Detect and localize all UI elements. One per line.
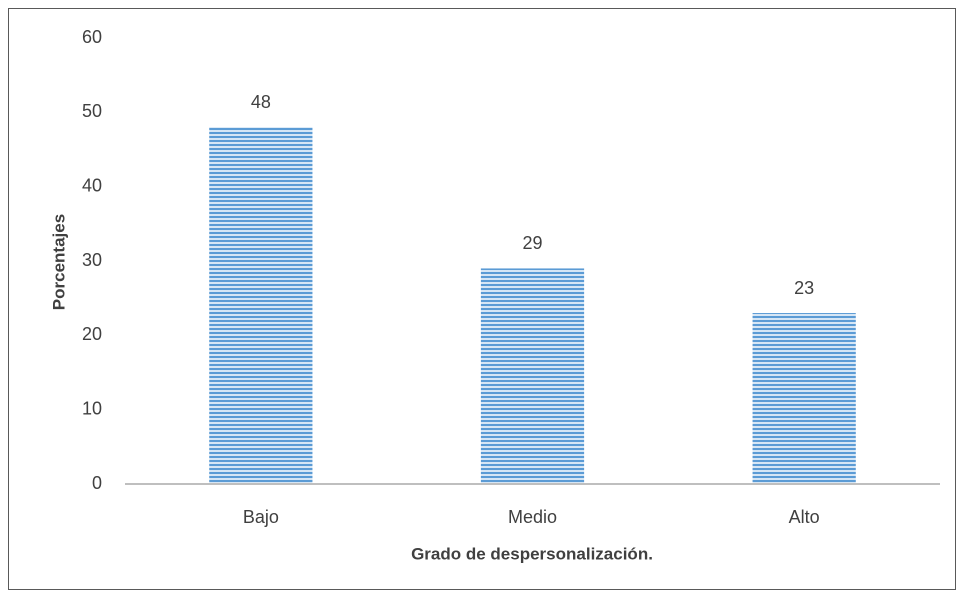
y-tick-label: 50 [82, 101, 102, 121]
y-tick-label: 40 [82, 175, 102, 195]
y-axis-title: Porcentajes [49, 214, 68, 310]
y-tick-label: 10 [82, 398, 102, 418]
x-tick-label: Bajo [243, 507, 279, 527]
data-label: 48 [251, 92, 271, 112]
bar [480, 268, 585, 484]
y-tick-label: 0 [92, 473, 102, 493]
data-label: 29 [522, 233, 542, 253]
y-tick-label: 30 [82, 250, 102, 270]
bar [752, 313, 856, 484]
chart-border [8, 8, 956, 590]
x-axis-title: Grado de despersonalización. [411, 544, 653, 563]
x-tick-label: Alto [789, 507, 820, 527]
bar [209, 127, 313, 484]
x-tick-label: Medio [508, 507, 557, 527]
data-label: 23 [794, 278, 814, 298]
y-tick-label: 20 [82, 324, 102, 344]
y-tick-label: 60 [82, 27, 102, 47]
